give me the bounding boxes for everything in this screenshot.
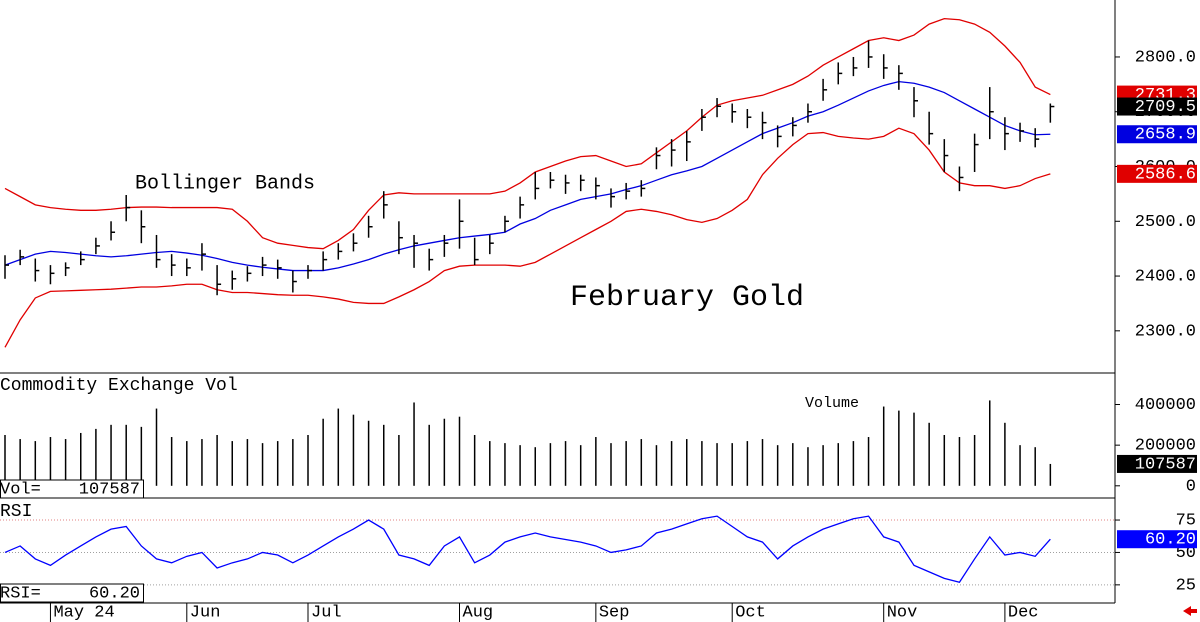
readout-value: 107587 [79, 480, 140, 499]
y-tick-label: 2300.0 [1135, 322, 1196, 341]
x-tick-label: Jul [311, 603, 342, 622]
panel-title: RSI [0, 502, 32, 522]
value-box [1117, 530, 1197, 549]
panel-title: Commodity Exchange Vol [0, 376, 238, 396]
readout-value: 60.20 [89, 584, 140, 603]
value-box [1117, 97, 1197, 116]
bollinger-band [4, 80, 1051, 272]
y-tick-label: 2400.0 [1135, 268, 1196, 287]
value-box-label: 2658.9 [1135, 126, 1196, 145]
readout-box [0, 583, 144, 603]
x-tick-label: Aug [463, 603, 494, 622]
value-box-label: 107587 [1135, 455, 1196, 474]
scroll-arrow[interactable] [1183, 606, 1197, 616]
value-box [1117, 125, 1197, 144]
annotation: Volume [805, 395, 859, 412]
x-tick-label: Oct [735, 603, 766, 622]
readout-box [0, 479, 144, 499]
y-tick-label: 2500.0 [1135, 213, 1196, 232]
x-tick-label: Dec [1008, 603, 1039, 622]
bollinger-band [4, 17, 1051, 250]
readout-label: Vol= [0, 480, 41, 499]
x-tick-label: Sep [599, 603, 630, 622]
annotation: Bollinger Bands [135, 172, 315, 195]
y-tick-label: 50 [1176, 544, 1196, 563]
value-box-label: 60.20 [1145, 531, 1196, 550]
y-tick-label: 25 [1176, 576, 1196, 595]
y-tick-label: 0 [1186, 477, 1196, 496]
value-box-label: 2709.5 [1135, 98, 1196, 117]
y-tick-label: 2800.0 [1135, 48, 1196, 67]
chart-title: February Gold [570, 281, 804, 315]
value-box [1117, 164, 1197, 183]
x-tick-label: Jun [190, 603, 221, 622]
value-box-label: 2586.6 [1135, 165, 1196, 184]
value-box [1117, 454, 1197, 473]
y-tick-label: 400000 [1135, 396, 1196, 415]
rsi-line [4, 515, 1051, 584]
x-tick-label: Nov [887, 603, 918, 622]
bollinger-band [4, 127, 1051, 348]
y-tick-label: 200000 [1135, 437, 1196, 456]
x-tick-label: May 24 [53, 603, 114, 622]
y-tick-label: 75 [1176, 512, 1196, 531]
readout-label: RSI= [0, 584, 41, 603]
